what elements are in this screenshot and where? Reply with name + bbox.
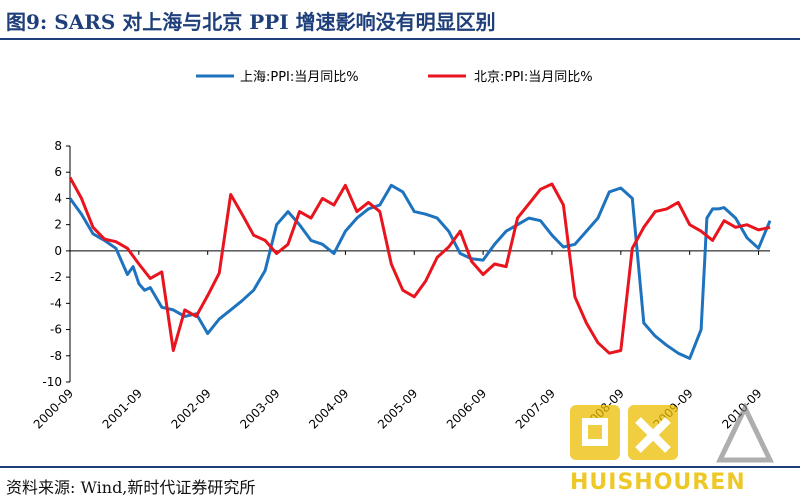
y-tick-label: -10 [42, 375, 62, 389]
chart-area: 8 6 4 2 0 -2 -4 -6 -8 -10 2000-09 2001-09 2002-09 200… [0, 40, 800, 465]
footer-bar: 资料来源: Wind,新时代证券研究所 [0, 466, 800, 500]
x-tick-label: 2006-09 [444, 386, 489, 431]
source-note: 资料来源: Wind,新时代证券研究所 [6, 478, 256, 497]
y-tick-label: 0 [54, 244, 62, 258]
y-tick-label: -2 [50, 270, 62, 284]
x-tick-label: 2004-09 [306, 386, 351, 431]
legend-label: 上海:PPI:当月同比% [240, 70, 359, 85]
y-tick-label: 4 [54, 191, 62, 205]
page-title: 图9: SARS 对上海与北京 PPI 增速影响没有明显区别 [6, 10, 496, 34]
y-tick-label: -6 [50, 323, 62, 337]
chart-series [68, 176, 772, 360]
x-tick-label: 2002-09 [168, 386, 213, 431]
x-tick-label: 2000-09 [31, 386, 76, 431]
title-bar: 图9: SARS 对上海与北京 PPI 增速影响没有明显区别 [0, 0, 800, 40]
y-tick-label: 6 [54, 165, 62, 179]
y-tick-label: 2 [54, 218, 62, 232]
legend-label: 北京:PPI:当月同比% [474, 70, 593, 85]
series-line-beijing [68, 176, 771, 355]
y-tick-label: 8 [54, 139, 62, 153]
series-line-shanghai [68, 183, 772, 360]
y-tick-label: -4 [50, 296, 62, 310]
x-tick-label: 2003-09 [237, 386, 282, 431]
x-tick-label: 2001-09 [100, 386, 145, 431]
y-tick-label: -8 [50, 349, 62, 363]
x-tick-label: 2007-09 [513, 386, 558, 431]
x-tick-label: 2010-09 [719, 386, 764, 431]
chart-legend: 上海:PPI:当月同比% 北京:PPI:当月同比% [196, 70, 593, 85]
x-tick-label: 2009-09 [650, 386, 695, 431]
x-tick-label: 2005-09 [375, 386, 420, 431]
x-tick-label: 2008-09 [582, 386, 627, 431]
